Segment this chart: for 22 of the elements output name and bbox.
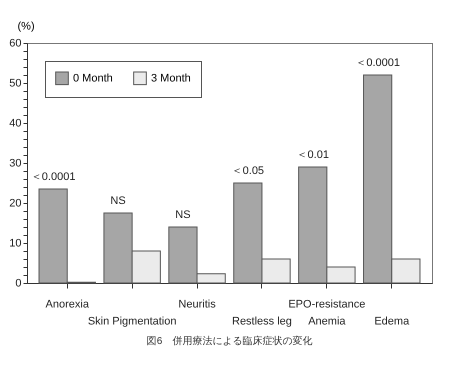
y-tick-label: 40 <box>9 118 22 130</box>
y-tick-label: 20 <box>9 198 22 210</box>
annotation: ＜0.0001 <box>30 171 76 183</box>
annotation: NS <box>175 209 191 221</box>
y-axis-title: (%) <box>18 20 35 32</box>
legend-label: 0 Month <box>73 72 113 84</box>
text: 図6 併用療法による臨床症状の変化 <box>146 335 312 347</box>
annotation: ＜0.05 <box>232 165 264 177</box>
y-tick-label: 30 <box>9 158 22 170</box>
y-tick-label: 60 <box>9 38 22 50</box>
x-tick-label: Edema <box>374 316 410 328</box>
y-tick-label: 0 <box>15 278 22 290</box>
annotation: NS <box>110 195 126 207</box>
x-tick-label: Skin Pigmentation <box>88 316 176 328</box>
y-tick-label: 10 <box>9 238 22 250</box>
x-tick-label: Neuritis <box>178 298 216 310</box>
y-tick-label: 50 <box>9 78 22 90</box>
legend-label: 3 Month <box>151 72 191 84</box>
x-tick-label: Anorexia <box>46 298 90 310</box>
x-tick-label: Restless leg <box>232 316 292 328</box>
annotation: ＜0.0001 <box>355 57 400 69</box>
annotation: ＜0.01 <box>296 149 329 161</box>
